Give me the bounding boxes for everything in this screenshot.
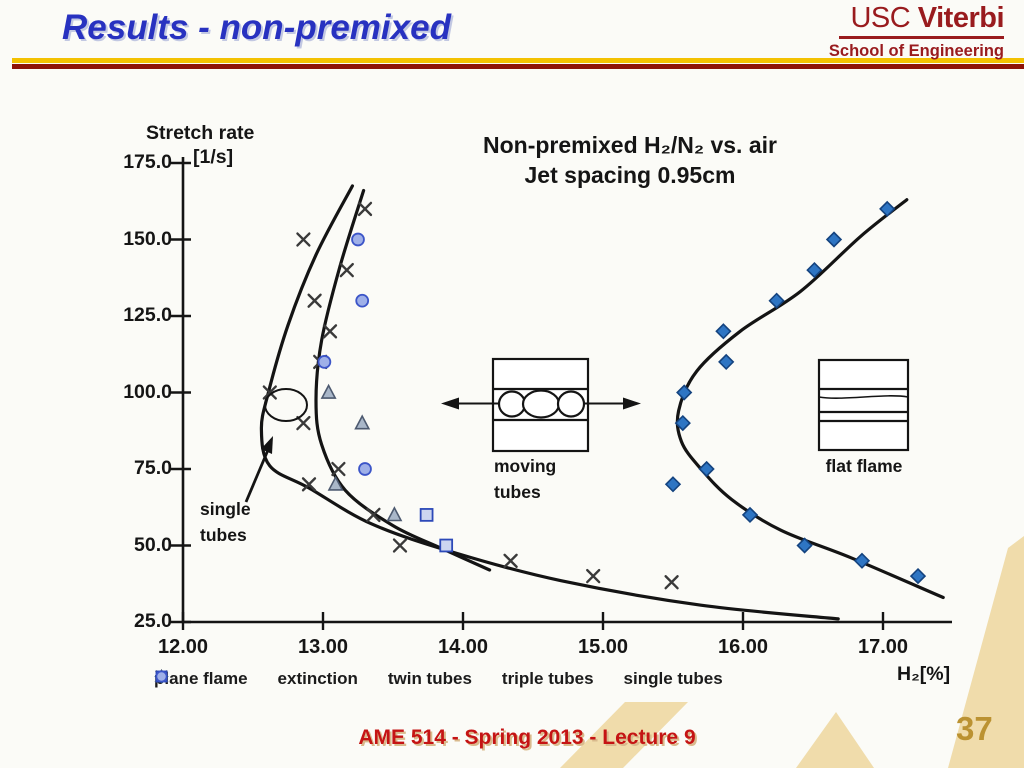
single-tubes-label: single tubes (200, 499, 251, 545)
single-tubes-annotation (244, 388, 308, 503)
legend-label: single tubes (623, 669, 723, 688)
y-axis-units: [1/s] (193, 146, 234, 168)
axis-ticks (170, 161, 885, 630)
chart-legend: plane flame extinction twin tubes triple… (154, 669, 723, 689)
right-arrow-icon (623, 397, 641, 410)
circle-icon (155, 670, 168, 683)
footer-text: AME 514 - Spring 2013 - Lecture 9 (358, 726, 696, 749)
slide-title: Results - non-premixed (62, 8, 451, 47)
header-rule-yellow (12, 58, 1024, 63)
moving-tubes-diagram (441, 357, 641, 453)
legend-label: extinction (277, 669, 358, 688)
highlight-ellipse (264, 388, 308, 422)
flat-flame-label: flat flame (825, 456, 903, 476)
annotation-arrowhead-icon (261, 436, 273, 454)
flat-flame-diagram (817, 358, 910, 452)
legend-item-extinction: extinction (155, 669, 358, 689)
legend-item-triple-tubes: triple tubes (155, 669, 594, 689)
legend-label: twin tubes (387, 669, 472, 688)
legend-item-single-tubes: single tubes (155, 669, 723, 689)
x-axis-title: H₂[%] (897, 663, 951, 685)
logo-school-text: School of Engineering (828, 42, 1004, 60)
left-arrow-icon (441, 397, 459, 410)
data-points (262, 200, 927, 590)
usc-viterbi-logo: USC Viterbi School of Engineering (828, 4, 1005, 60)
flat-flame-box (817, 358, 910, 452)
header-rule-red (12, 64, 1024, 69)
logo-usc-text: USC (850, 2, 911, 34)
logo-viterbi-text: Viterbi (917, 2, 1005, 34)
chart-title-line2: Jet spacing 0.95cm (524, 162, 736, 188)
moving-tubes-label: moving tubes (494, 456, 557, 502)
page-number: 37 (956, 710, 993, 747)
logo-wordmark: USC Viterbi (829, 4, 1004, 33)
y-axis-title: Stretch rate (146, 122, 255, 144)
legend-label: triple tubes (501, 669, 594, 688)
logo-underline (839, 36, 1004, 39)
chart-title: Non-premixed H₂/N₂ vs. air Jet spacing 0… (430, 130, 830, 190)
legend-label: plane flame (154, 669, 248, 688)
chart-title-line1: Non-premixed H₂/N₂ vs. air (483, 132, 777, 158)
legend-item-twin-tubes: twin tubes (154, 669, 472, 689)
